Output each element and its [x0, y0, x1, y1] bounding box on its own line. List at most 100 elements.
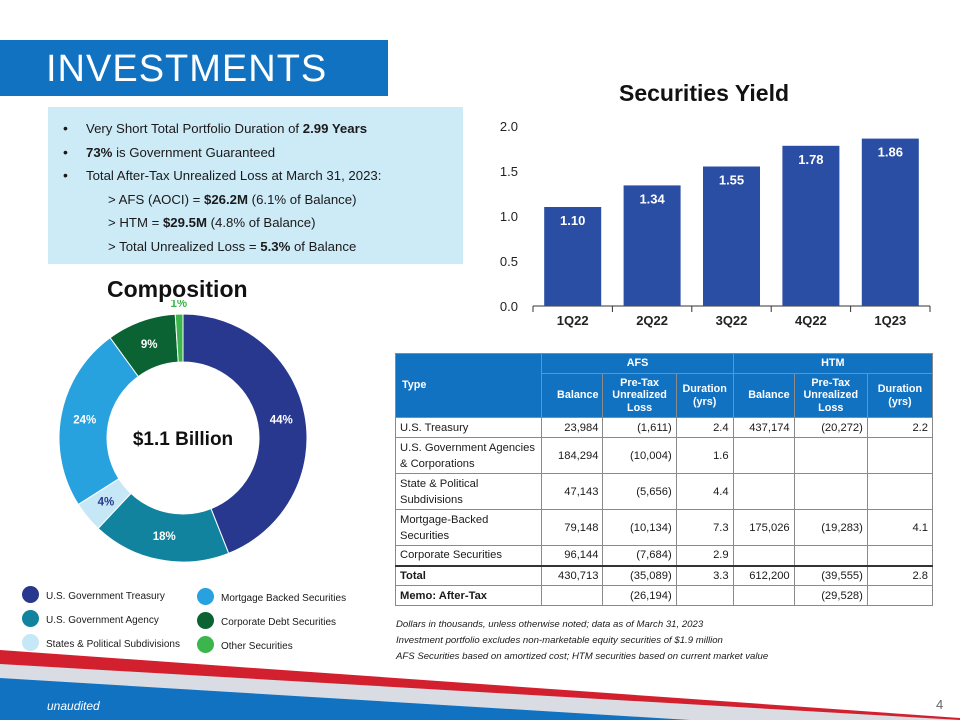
- header-line: (yrs): [692, 395, 717, 408]
- cell-afs-balance: 79,148: [541, 509, 604, 546]
- bar-data-label: 1.10: [560, 213, 585, 228]
- legend-label: Mortgage Backed Securities: [221, 593, 347, 604]
- bar-data-label: 1.78: [798, 152, 823, 167]
- header-line: Pre-Tax: [620, 376, 659, 389]
- cell-afs-loss: (35,089): [602, 564, 677, 586]
- table-row-agencies: U.S. Government Agencies & Corporations …: [394, 437, 934, 474]
- legend-label: U.S. Government Treasury: [46, 591, 165, 602]
- note-line: AFS Securities based on amortized cost; …: [396, 651, 769, 662]
- donut-segment: [182, 313, 308, 554]
- summary-list: Very Short Total Portfolio Duration of 2…: [60, 117, 460, 259]
- summary-highlight: 5.3%: [260, 238, 291, 254]
- cell-htm-duration: 4.1: [866, 509, 934, 546]
- header-line: Unrealized: [612, 389, 667, 402]
- legend-swatch: [197, 612, 214, 630]
- cell-afs-loss: (26,194): [602, 585, 677, 606]
- title-bar: INVESTMENTS: [0, 40, 388, 96]
- row-label: Corporate Securities: [394, 545, 543, 566]
- legend-item-states: States & Political Subdivisions: [22, 634, 180, 654]
- cell-htm-balance: [732, 437, 795, 474]
- cell-htm-loss: (20,272): [793, 417, 868, 438]
- x-tick-label: 2Q22: [636, 313, 668, 328]
- legend-swatch: [197, 636, 214, 654]
- table-row-treasury: U.S. Treasury 23,984 (1,611) 2.4 437,174…: [394, 417, 934, 438]
- cell-afs-balance: 47,143: [541, 473, 604, 510]
- summary-text: > Total Unrealized Loss =: [108, 238, 261, 254]
- cell-afs-duration: 3.3: [675, 564, 734, 586]
- row-label: Total: [394, 564, 543, 586]
- cell-htm-loss: [793, 545, 868, 566]
- legend-label: U.S. Government Agency: [46, 615, 159, 626]
- cell-htm-balance: [732, 473, 795, 510]
- cell-afs-loss: (5,656): [602, 473, 677, 510]
- header-line: Pre-Tax: [811, 376, 851, 389]
- cell-htm-duration: [866, 585, 934, 606]
- cell-htm-balance: 612,200: [732, 564, 795, 586]
- summary-sub-afs: > AFS (AOCI) = $26.2M (6.1% of Balance): [60, 188, 460, 212]
- cell-htm-loss: [793, 473, 868, 510]
- header-line: Duration: [682, 383, 727, 395]
- header-line: Unrealized: [803, 389, 859, 402]
- x-tick-label: 4Q22: [795, 313, 827, 328]
- cell-afs-duration: [675, 585, 734, 606]
- col-header-afs: AFS: [541, 353, 734, 374]
- cell-htm-loss: (39,555): [793, 564, 868, 586]
- cell-afs-balance: 23,984: [541, 417, 604, 438]
- bar-data-label: 1.55: [719, 173, 744, 188]
- cell-afs-duration: 7.3: [675, 509, 734, 546]
- legend-label: States & Political Subdivisions: [46, 639, 180, 650]
- summary-text: Very Short Total Portfolio Duration of: [86, 121, 303, 136]
- summary-text: > AFS (AOCI) =: [108, 191, 205, 207]
- cell-htm-loss: [793, 437, 868, 474]
- cell-afs-loss: (10,134): [602, 509, 677, 546]
- legend-item-agency: U.S. Government Agency: [22, 610, 159, 630]
- cell-afs-balance: 430,713: [541, 564, 604, 586]
- footer-stripes: [0, 650, 960, 720]
- cell-afs-loss: (1,611): [602, 417, 677, 438]
- summary-highlight: 73%: [86, 144, 113, 160]
- securities-table: Type AFS HTM Balance Pre-Tax Unrealized Lo…: [394, 353, 934, 606]
- page-title: INVESTMENTS: [46, 48, 328, 90]
- segment-label: 1%: [170, 300, 187, 310]
- x-tick-label: 1Q23: [874, 313, 906, 328]
- summary-highlight: $26.2M: [204, 191, 249, 207]
- bar-data-label: 1.34: [639, 191, 665, 206]
- y-tick-label: 1.0: [500, 209, 518, 224]
- header-line: (yrs): [888, 395, 912, 408]
- legend-swatch: [22, 610, 39, 628]
- footer-label: unaudited: [47, 699, 100, 713]
- cell-htm-duration: 2.8: [866, 564, 934, 586]
- row-label: Mortgage-Backed Securities: [394, 509, 543, 546]
- segment-label: 44%: [270, 414, 293, 426]
- cell-afs-balance: [541, 585, 604, 606]
- summary-item-government: 73% is Government Guaranteed: [60, 141, 460, 165]
- segment-label: 4%: [98, 497, 115, 509]
- composition-chart: 44% 18% 4% 24% 9% 1% $1.1 Billion: [58, 300, 308, 563]
- legend-swatch: [197, 588, 214, 606]
- cell-htm-duration: [866, 473, 934, 510]
- yield-bar: [861, 138, 919, 306]
- y-tick-label: 1.5: [500, 164, 518, 179]
- donut-segment: [174, 313, 184, 363]
- yield-bar: [544, 207, 602, 306]
- table-row-corporate: Corporate Securities 96,144 (7,684) 2.9: [394, 545, 934, 566]
- table-notes: Dollars in thousands, unless otherwise n…: [396, 617, 936, 665]
- y-tick-label: 0.0: [500, 299, 518, 314]
- col-header-htm: HTM: [732, 353, 934, 374]
- page-number: 4: [936, 697, 944, 712]
- header-line: Loss: [818, 401, 844, 414]
- legend-swatch: [22, 634, 39, 652]
- bar-data-label: 1.86: [878, 145, 903, 160]
- table-row-memo: Memo: After-Tax (26,194) (29,528): [394, 585, 934, 606]
- cell-htm-duration: 2.2: [866, 417, 934, 438]
- table-row-total: Total 430,713 (35,089) 3.3 612,200 (39,5…: [394, 564, 934, 586]
- donut-segment: [58, 336, 140, 506]
- cell-htm-duration: [866, 545, 934, 566]
- summary-item-unrealized: Total After-Tax Unrealized Loss at March…: [60, 164, 460, 188]
- legend-label: Corporate Debt Securities: [221, 617, 337, 628]
- yield-chart-title: Securities Yield: [619, 80, 790, 106]
- segment-label: 24%: [73, 414, 96, 426]
- cell-htm-duration: [866, 437, 934, 474]
- summary-sub-total: > Total Unrealized Loss = 5.3% of Balanc…: [60, 235, 460, 259]
- cell-htm-balance: 175,026: [732, 509, 795, 546]
